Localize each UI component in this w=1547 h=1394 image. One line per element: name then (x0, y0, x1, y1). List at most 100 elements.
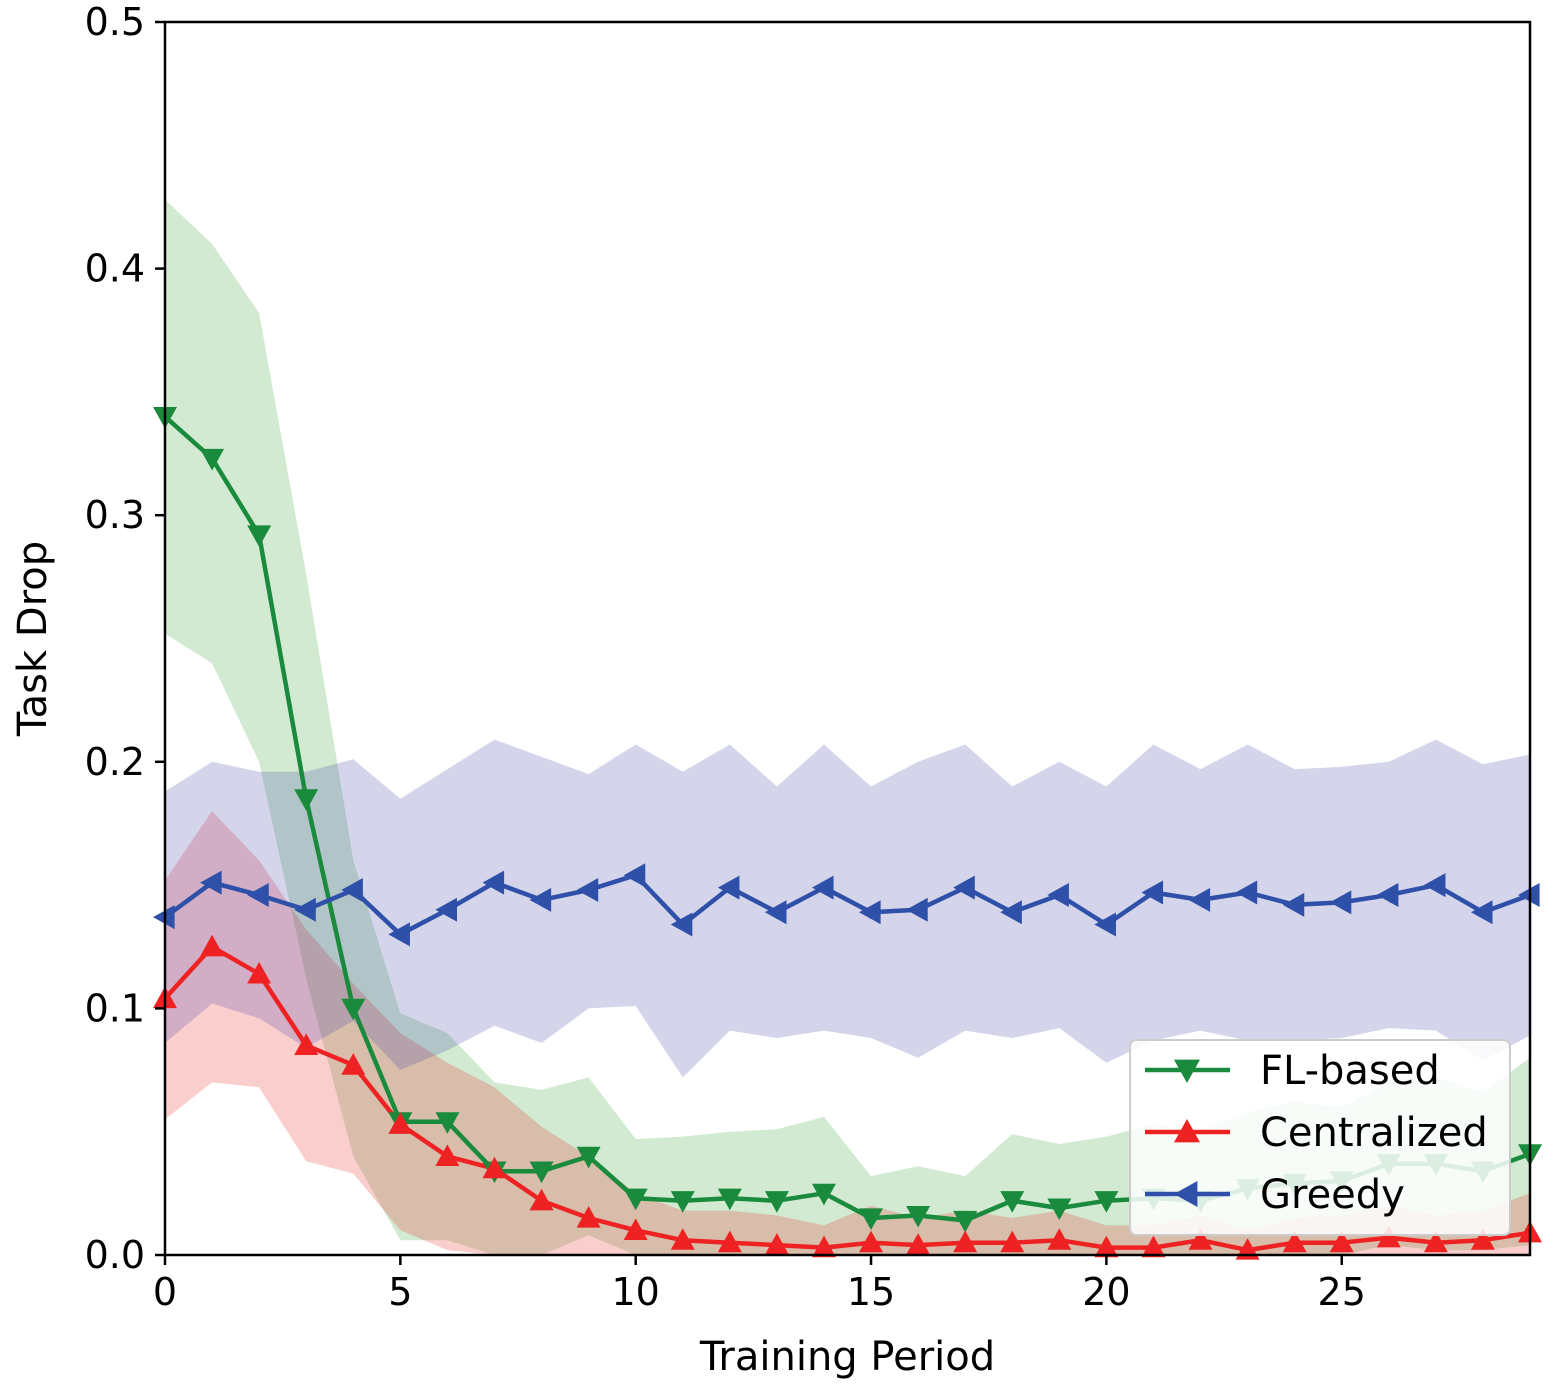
centralized-band (165, 811, 1530, 1255)
y-axis-ticks: 0.0 0.1 0.2 0.3 0.4 0.5 (85, 0, 165, 1277)
centralized-point (1000, 1230, 1025, 1253)
legend: FL-based Centralized Greedy (1129, 1039, 1511, 1236)
centralized-point (1188, 1228, 1213, 1250)
greedy-point (576, 878, 599, 903)
greedy-point (1235, 880, 1258, 905)
greedy-point (1376, 882, 1399, 907)
greedy-point (482, 870, 505, 895)
greedy-point (1423, 873, 1446, 898)
greedy-point (529, 887, 552, 912)
centralized-point (1282, 1230, 1307, 1253)
centralized-point (200, 934, 225, 957)
centralized-point (1470, 1228, 1495, 1250)
legend-box (1129, 1039, 1511, 1236)
fl-based-point (953, 1210, 978, 1233)
greedy-point (388, 922, 410, 947)
fl-based-point (1047, 1198, 1072, 1221)
y-tick-label: 0.1 (85, 986, 145, 1030)
centralized-point (670, 1228, 695, 1250)
x-tick-label: 20 (1082, 1270, 1130, 1314)
legend-marker-centralized (1174, 1119, 1200, 1143)
centralized-point (1141, 1235, 1166, 1258)
fl-based-point (435, 1112, 460, 1134)
greedy-point (906, 897, 928, 922)
centralized-point (1094, 1235, 1119, 1258)
fl-based-point (764, 1191, 789, 1213)
fl-based-point (811, 1183, 836, 1206)
fl-based-point (576, 1146, 601, 1169)
centralized-point (906, 1233, 931, 1255)
fl-based-point (906, 1205, 931, 1228)
fl-based-point (341, 998, 366, 1021)
centralized-point (341, 1053, 366, 1075)
fl-based-point (200, 448, 225, 471)
centralized-point (1047, 1228, 1072, 1250)
greedy-point (1188, 887, 1211, 912)
x-axis-label: Training Period (699, 1334, 995, 1380)
greedy-point (1047, 882, 1069, 907)
legend-label-centralized: Centralized (1260, 1110, 1488, 1156)
fl-based-point (670, 1191, 695, 1213)
fl-based-point (623, 1188, 648, 1211)
centralized-point (1376, 1225, 1401, 1248)
legend-label-fl-based: FL-based (1260, 1048, 1440, 1094)
centralized-point (717, 1230, 742, 1253)
centralized-point (811, 1235, 836, 1258)
centralized-point (1329, 1230, 1354, 1253)
fl-based-point (247, 525, 272, 547)
centralized-point (764, 1233, 789, 1255)
greedy-point (811, 875, 834, 900)
y-tick-label: 0.5 (85, 0, 145, 44)
greedy-point (247, 882, 269, 907)
greedy-point (1094, 912, 1116, 937)
x-axis-ticks: 0 5 10 15 20 25 (153, 1255, 1366, 1314)
x-tick-label: 0 (153, 1270, 177, 1314)
centralized-point (953, 1230, 978, 1253)
fl-based-point (1000, 1191, 1025, 1213)
y-tick-label: 0.3 (85, 493, 145, 537)
x-tick-label: 10 (612, 1270, 660, 1314)
legend-label-greedy: Greedy (1260, 1172, 1405, 1218)
x-tick-label: 25 (1318, 1270, 1366, 1314)
centralized-point (247, 961, 272, 984)
x-tick-label: 15 (847, 1270, 895, 1314)
fl-based-point (717, 1188, 742, 1211)
centralized-point (1423, 1230, 1448, 1253)
centralized-point (623, 1218, 648, 1240)
y-tick-label: 0.0 (85, 1233, 145, 1277)
centralized-point (529, 1188, 554, 1211)
greedy-point (294, 897, 316, 922)
greedy-point (764, 900, 787, 925)
greedy-point (859, 900, 881, 925)
fl-based-point (294, 789, 319, 811)
greedy-point (953, 875, 975, 900)
centralized-point (859, 1230, 884, 1253)
y-tick-label: 0.4 (85, 247, 145, 291)
plot-area-frame (163, 20, 1532, 1257)
greedy-point (670, 912, 693, 937)
x-tick-label: 5 (388, 1270, 412, 1314)
fl-based-point (529, 1161, 554, 1184)
legend-marker-fl-based (1174, 1059, 1200, 1083)
legend-marker-greedy (1174, 1181, 1198, 1207)
centralized-point (482, 1156, 507, 1179)
centralized-point (435, 1144, 460, 1166)
greedy-point (200, 870, 222, 895)
y-tick-label: 0.2 (85, 740, 145, 784)
centralized-point (576, 1206, 601, 1228)
y-axis-label: Task Drop (10, 541, 56, 737)
greedy-point (623, 863, 646, 888)
greedy-point (1282, 892, 1305, 917)
fl-based-point (859, 1208, 884, 1231)
centralized-point (294, 1033, 319, 1055)
greedy-point (717, 875, 740, 900)
series-markers (153, 406, 1542, 1260)
greedy-point (1000, 900, 1022, 925)
greedy-point (1141, 880, 1164, 905)
greedy-point (1329, 890, 1352, 915)
centralized-point (388, 1112, 413, 1134)
greedy-point (341, 878, 363, 903)
greedy-point (1470, 900, 1493, 925)
fl-based-point (1094, 1191, 1119, 1213)
